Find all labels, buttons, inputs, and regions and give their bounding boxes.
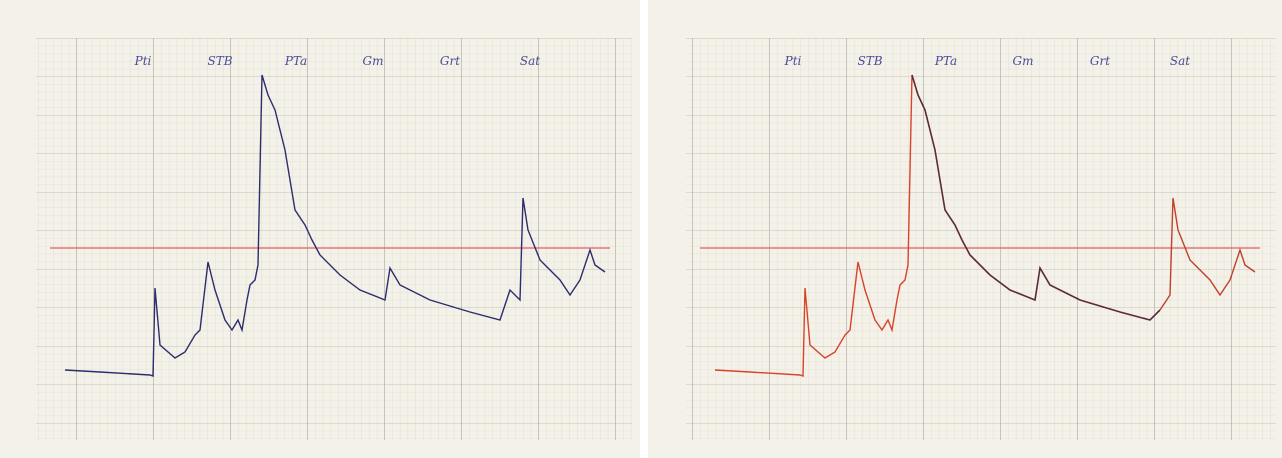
annotation: Grt: [440, 54, 460, 68]
grid: [36, 38, 632, 440]
annotation: PTa: [934, 54, 957, 68]
grid: [686, 38, 1276, 440]
annotation: Pti: [784, 54, 802, 68]
annotation: Sat: [520, 54, 540, 68]
annotation: Grt: [1090, 54, 1110, 68]
annotation: Gm: [1013, 54, 1034, 68]
recorder-sheet: Pti STB PTa Gm Grt Sat: [648, 0, 1282, 458]
scan-page: Pti STB PTa Gm Grt Sat Pti STB PTa Gm Gr…: [0, 0, 1282, 458]
recorder-sheet: Pti STB PTa Gm Grt Sat: [0, 0, 640, 458]
annotation: Sat: [1170, 54, 1190, 68]
annotation: Gm: [363, 54, 384, 68]
annotation: PTa: [284, 54, 307, 68]
annotation: Pti: [134, 54, 152, 68]
annotation: STB: [857, 54, 882, 68]
annotation: STB: [207, 54, 232, 68]
